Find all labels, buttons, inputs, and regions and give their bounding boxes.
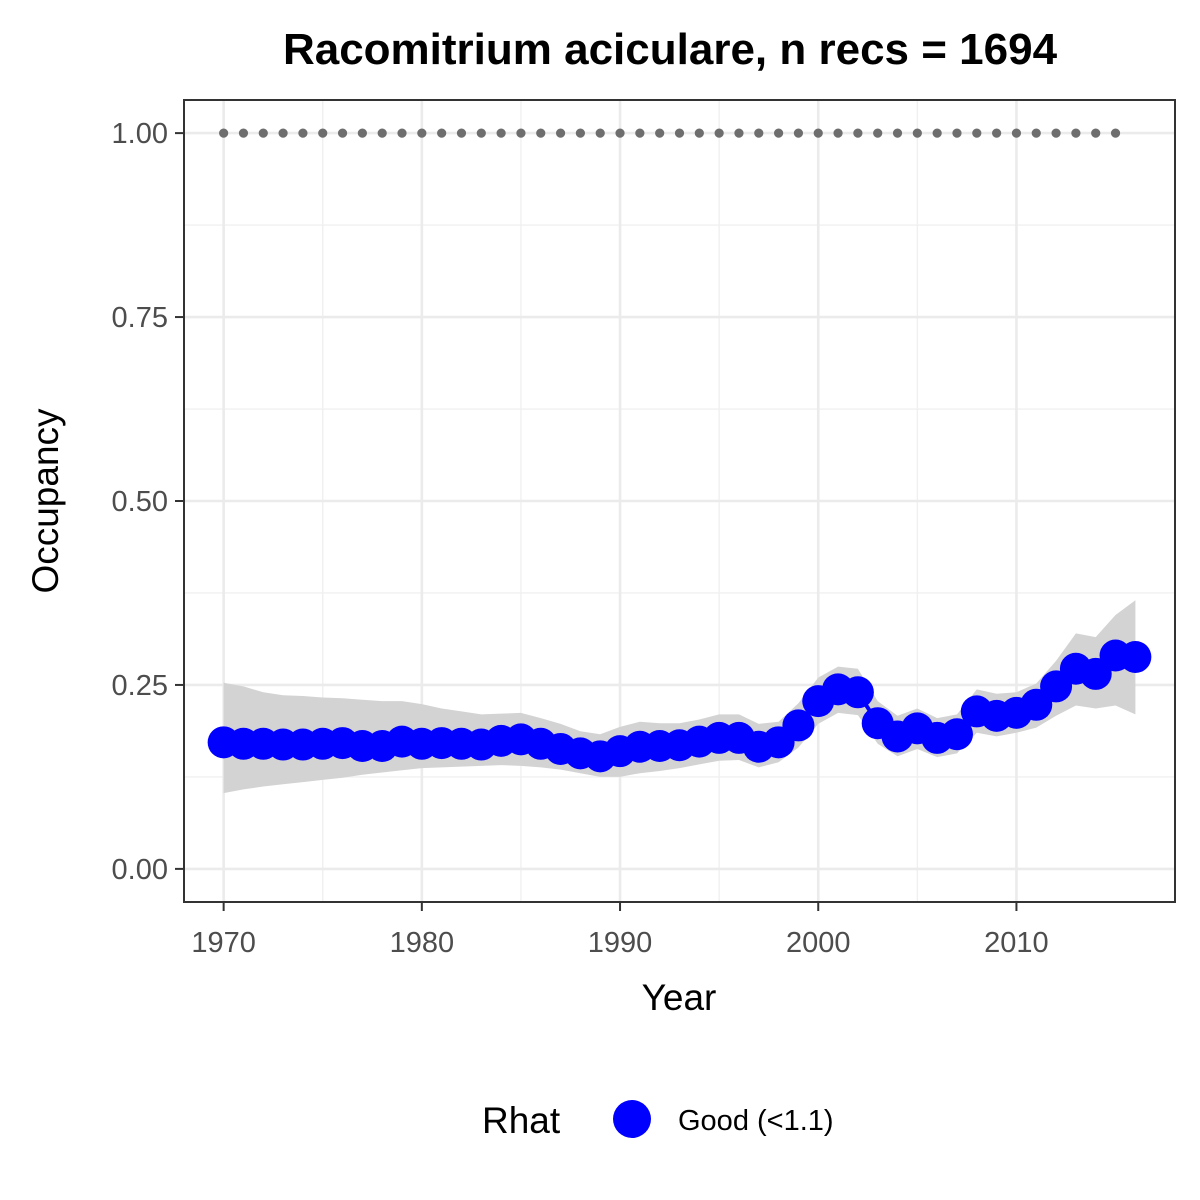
y-tick-label: 0.00 [112, 854, 168, 886]
y-tick-label: 0.25 [112, 670, 168, 702]
reference-point [1091, 128, 1101, 138]
x-axis: 1970 1980 1990 2000 2010 [191, 902, 1049, 959]
reference-point [1071, 128, 1081, 138]
reference-point [238, 128, 249, 138]
x-tick-label: 1980 [390, 927, 455, 959]
reference-point [496, 128, 506, 138]
series-point [940, 718, 973, 751]
reference-point [952, 128, 962, 138]
reference-point [575, 128, 586, 138]
reference-point [258, 128, 268, 138]
reference-point [1011, 128, 1022, 138]
reference-point [476, 128, 486, 138]
x-tick-label: 2010 [984, 927, 1049, 959]
reference-point [377, 128, 387, 138]
reference-point [813, 128, 823, 138]
reference-point [873, 128, 883, 138]
reference-point [456, 128, 467, 138]
legend-key-good [613, 1100, 651, 1138]
reference-point [357, 128, 367, 138]
reference-point [932, 128, 942, 138]
reference-point [774, 128, 784, 138]
reference-point [912, 128, 922, 138]
y-axis: 0.00 0.25 0.50 0.75 1.00 [112, 118, 184, 886]
reference-point [853, 128, 863, 138]
reference-point [1031, 128, 1041, 138]
chart-title: Racomitrium aciculare, n recs = 1694 [283, 25, 1058, 74]
reference-point [714, 128, 724, 138]
reference-points [219, 128, 1121, 138]
reference-point [972, 128, 982, 138]
x-axis-title: Year [642, 977, 717, 1018]
reference-point [337, 128, 348, 138]
y-tick-label: 0.50 [112, 486, 168, 518]
reference-point [615, 128, 625, 138]
grid-major [184, 100, 1175, 902]
reference-point [219, 128, 229, 138]
reference-point [595, 128, 605, 138]
x-tick-label: 1970 [191, 927, 256, 959]
reference-point [992, 128, 1002, 138]
reference-point [397, 128, 407, 138]
legend-label-good: Good (<1.1) [678, 1105, 834, 1137]
reference-point [298, 128, 308, 138]
reference-point [754, 128, 764, 138]
reference-point [1110, 128, 1121, 138]
reference-point [892, 128, 903, 138]
occupancy-series [207, 639, 1152, 773]
reference-point [793, 128, 804, 138]
reference-point [655, 128, 665, 138]
reference-point [278, 128, 288, 138]
legend: Rhat Good (<1.1) [482, 1100, 834, 1141]
reference-point [516, 128, 526, 138]
reference-point [635, 128, 645, 138]
y-tick-label: 1.00 [112, 118, 168, 150]
reference-point [833, 128, 843, 138]
y-tick-label: 0.75 [112, 302, 168, 334]
reference-point [417, 128, 427, 138]
reference-point [1051, 128, 1061, 138]
y-axis-title: Occupancy [25, 408, 66, 594]
reference-point [318, 128, 328, 138]
reference-point [734, 128, 744, 138]
x-tick-label: 1990 [588, 927, 653, 959]
series-point [1119, 640, 1152, 673]
reference-point [536, 128, 546, 138]
reference-point [437, 128, 447, 138]
reference-point [674, 128, 685, 138]
x-tick-label: 2000 [786, 927, 851, 959]
legend-title: Rhat [482, 1100, 561, 1141]
reference-point [694, 128, 704, 138]
series-point [782, 709, 815, 742]
series-point [841, 676, 874, 709]
reference-point [555, 128, 566, 138]
